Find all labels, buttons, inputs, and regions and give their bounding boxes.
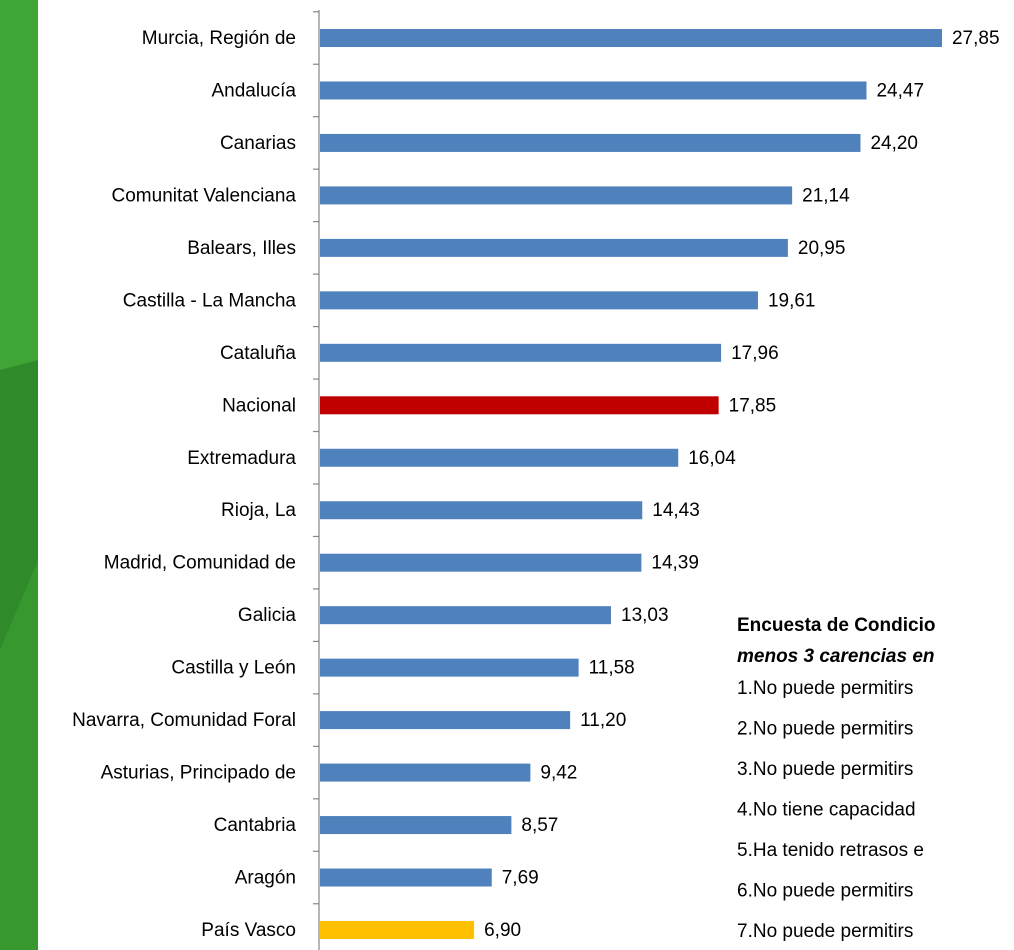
box-title: Encuesta de Condicio [737, 615, 935, 636]
box-item: 1.No puede permitirs [737, 678, 913, 699]
y-tick-label: Andalucía [211, 80, 296, 101]
data-label: 8,57 [521, 815, 558, 836]
box-item: 4.No tiene capacidad [737, 800, 916, 821]
data-label: 24,20 [870, 133, 918, 154]
bar [320, 81, 867, 100]
bar [320, 868, 492, 887]
data-label: 7,69 [502, 868, 539, 889]
bar [320, 501, 643, 520]
y-tick-label: Castilla y León [171, 658, 296, 679]
bar [320, 711, 571, 730]
side-shape [0, 560, 38, 950]
bar [320, 396, 719, 415]
data-label: 6,90 [484, 920, 521, 941]
y-tick-label: Castilla - La Mancha [123, 290, 297, 311]
data-label: 11,58 [589, 658, 635, 679]
data-label: 14,43 [652, 500, 700, 521]
box-subtitle: menos 3 carencias en [737, 646, 935, 667]
y-tick-label: Cantabria [214, 815, 297, 836]
bar [320, 763, 531, 782]
y-tick-label: Galicia [238, 605, 297, 626]
y-tick-label: Aragón [235, 868, 296, 889]
bar [320, 606, 612, 625]
data-label: 14,39 [651, 553, 699, 574]
side-shape [0, 360, 38, 700]
y-tick-label: Canarias [220, 133, 296, 154]
data-label: 21,14 [802, 185, 850, 206]
bar [320, 186, 793, 205]
data-label: 20,95 [798, 238, 846, 259]
data-label: 17,96 [731, 343, 779, 364]
data-label: 11,20 [580, 710, 626, 731]
y-tick-label: Navarra, Comunidad Foral [72, 710, 296, 731]
box-item: 2.No puede permitirs [737, 719, 913, 740]
data-label: 27,85 [952, 28, 1000, 49]
bar [320, 448, 679, 467]
bar [320, 343, 722, 362]
y-tick-label: Madrid, Comunidad de [104, 553, 296, 574]
bar [320, 920, 475, 939]
box-item: 6.No puede permitirs [737, 881, 913, 902]
data-label: 13,03 [621, 605, 669, 626]
bar [320, 29, 942, 47]
y-tick-label: Rioja, La [221, 500, 296, 521]
y-tick-label: Extremadura [187, 448, 296, 469]
bar [320, 816, 512, 835]
text-box: Encuesta de Condicio menos 3 carencias e… [737, 615, 935, 942]
y-tick-label: Nacional [222, 395, 296, 416]
y-tick-label: Murcia, Región de [142, 28, 296, 49]
bar [320, 658, 579, 677]
bar [320, 238, 788, 257]
box-item: 5.Ha tenido retrasos e [737, 840, 924, 861]
box-item: 3.No puede permitirs [737, 759, 913, 780]
bar [320, 133, 861, 152]
box-item: 7.No puede permitirs [737, 921, 913, 942]
data-label: 17,85 [729, 395, 777, 416]
y-tick-label: Balears, Illes [187, 238, 296, 259]
y-tick-label: Cataluña [220, 343, 296, 364]
bar [320, 291, 758, 310]
data-label: 16,04 [688, 448, 736, 469]
y-tick-label: País Vasco [201, 920, 296, 941]
data-label: 24,47 [876, 80, 924, 101]
y-tick-label: Asturias, Principado de [101, 763, 296, 784]
y-tick-label: Comunitat Valenciana [112, 185, 297, 206]
data-label: 19,61 [768, 290, 816, 311]
data-label: 9,42 [540, 763, 577, 784]
bar [320, 553, 642, 572]
